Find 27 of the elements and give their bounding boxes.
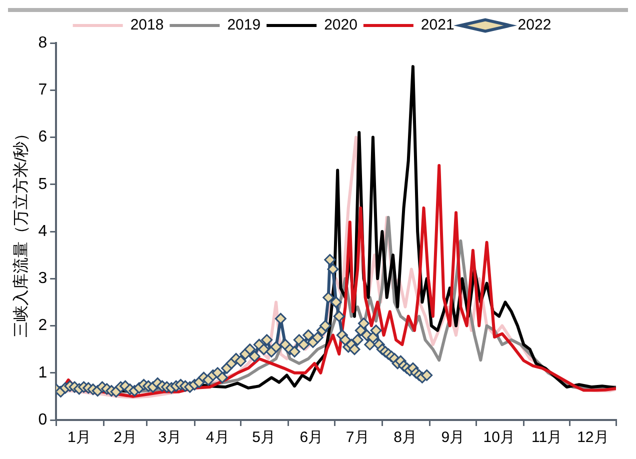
x-tick-label: 11月 (531, 429, 562, 446)
y-tick-label: 1 (38, 364, 48, 382)
y-tick-label: 8 (38, 34, 48, 52)
x-tick-label: 2月 (114, 429, 137, 446)
y-tick-label: 7 (38, 82, 48, 99)
y-tick-label: 6 (38, 128, 48, 146)
x-tick-label: 4月 (206, 429, 230, 446)
legend-label: 2019 (227, 16, 261, 34)
legend-label: 2018 (130, 16, 164, 34)
y-tick-label: 3 (38, 270, 48, 288)
y-tick-label: 5 (38, 176, 48, 193)
x-tick-label: 7月 (346, 429, 370, 446)
legend-label: 2020 (324, 16, 358, 34)
legend-label: 2022 (518, 16, 552, 34)
x-tick-label: 5月 (252, 429, 276, 446)
y-axis-title: 三峡入库流量（万立方米/秒） (12, 125, 30, 338)
y-tick-label: 4 (38, 222, 48, 240)
x-tick-label: 12月 (577, 429, 609, 446)
y-tick-label: 0 (38, 411, 48, 428)
x-tick-label: 6月 (300, 429, 324, 446)
x-tick-label: 10月 (483, 429, 515, 446)
y-tick-label: 2 (38, 317, 48, 334)
x-tick-label: 8月 (394, 429, 417, 446)
x-tick-label: 3月 (158, 429, 182, 446)
x-tick-label: 1月 (68, 429, 91, 446)
x-tick-label: 9月 (441, 429, 465, 446)
legend-label: 2021 (420, 16, 454, 34)
